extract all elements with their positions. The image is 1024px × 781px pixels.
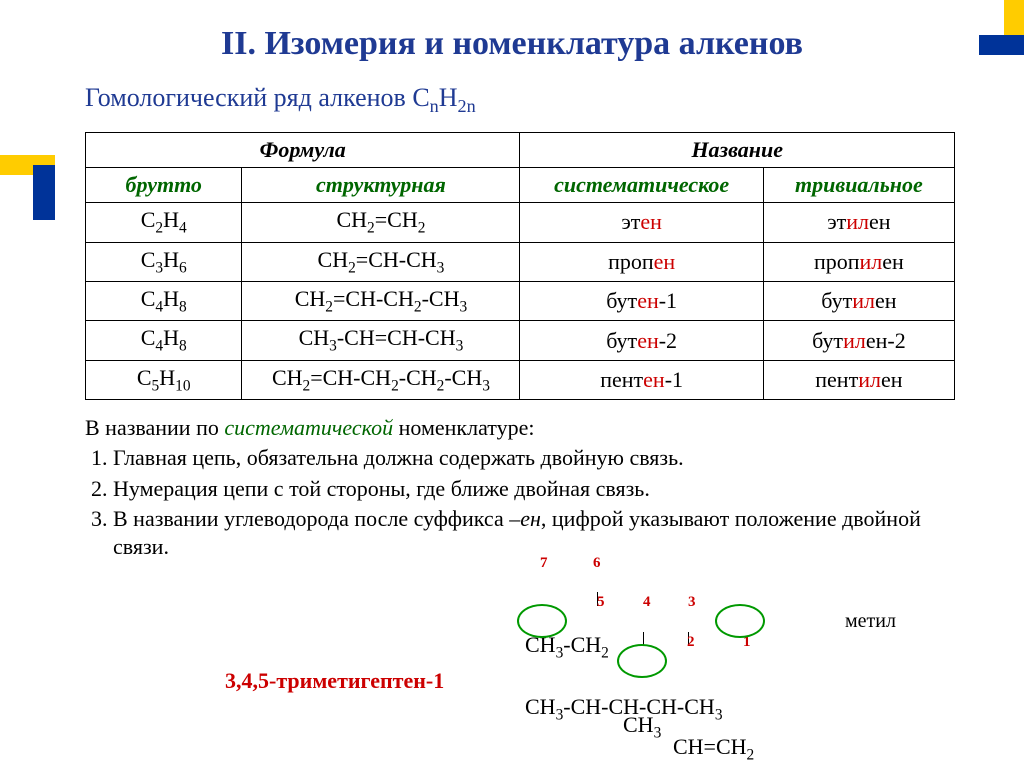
cell-systematic: пентен-1 <box>520 360 763 399</box>
cell-trivial: бутилен-2 <box>763 321 954 360</box>
notes-section: В названии по систематической номенклату… <box>85 415 965 560</box>
rule-3: В названии углеводорода после суффикса –… <box>113 505 965 560</box>
carbon-num-5: 5 <box>597 595 605 610</box>
rules-list: Главная цепь, обязательна должна содержа… <box>85 444 965 560</box>
notes-intro-systematic: систематической <box>224 415 393 440</box>
cell-brutto: C3H6 <box>86 242 242 281</box>
rule-3-en: –ен <box>509 506 541 531</box>
rule-1: Главная цепь, обязательна должна содержа… <box>113 444 965 472</box>
cell-systematic: этен <box>520 203 763 242</box>
cell-struct: CH2=CH-CH2-CH3 <box>242 281 520 320</box>
table-row: C2H4CH2=CH2этенэтилен <box>86 203 955 242</box>
header-name: Название <box>520 133 955 168</box>
subheader-syst: систематическое <box>520 168 763 203</box>
cell-struct: CH2=CH-CH3 <box>242 242 520 281</box>
header-formula: Формула <box>86 133 520 168</box>
subheader-triv: тривиальное <box>763 168 954 203</box>
cell-struct: CH2=CH-CH2-CH2-CH3 <box>242 360 520 399</box>
chem-row-3a: CH3 <box>623 714 661 741</box>
methyl-circle-1 <box>517 604 567 638</box>
cell-struct: CH2=CH2 <box>242 203 520 242</box>
alkenes-table: Формула Название брутто структурная сист… <box>85 132 955 400</box>
example-area: 3,4,5-триметигептен-1 метил 7 6 CH3-CH2 … <box>85 568 1024 718</box>
subtitle-formula: CnH2n <box>412 83 475 112</box>
cell-trivial: бутилен <box>763 281 954 320</box>
table-header-row-1: Формула Название <box>86 133 955 168</box>
table-row: C4H8CH2=CH-CH2-CH3бутен-1бутилен <box>86 281 955 320</box>
example-compound-name: 3,4,5-триметигептен-1 <box>225 668 444 694</box>
cell-systematic: бутен-2 <box>520 321 763 360</box>
table-row: C5H10CH2=CH-CH2-CH2-CH3пентен-1пентилен <box>86 360 955 399</box>
subtitle: Гомологический ряд алкенов CnH2n <box>85 83 1024 117</box>
methyl-circle-3 <box>617 644 667 678</box>
table-header-row-2: брутто структурная систематическое триви… <box>86 168 955 203</box>
cell-trivial: пропилен <box>763 242 954 281</box>
cell-systematic: бутен-1 <box>520 281 763 320</box>
notes-intro-post: номенклатуре: <box>393 415 534 440</box>
cell-brutto: C4H8 <box>86 321 242 360</box>
decoration-top-blue <box>979 35 1024 55</box>
carbon-num-4: 4 <box>643 595 651 610</box>
table-row: C3H6CH2=CH-CH3пропенпропилен <box>86 242 955 281</box>
chemical-structure: 7 6 CH3-CH2 5 4 3 CH3-CH-CH-CH-CH3 2 1 C… <box>525 568 558 640</box>
notes-intro: В названии по систематической номенклату… <box>85 415 965 441</box>
cell-trivial: пентилен <box>763 360 954 399</box>
carbon-num-7: 7 <box>540 556 548 571</box>
cell-trivial: этилен <box>763 203 954 242</box>
chem-row-3b: CH=CH2 <box>673 736 754 763</box>
carbon-num-6: 6 <box>593 556 601 571</box>
methyl-label: метил <box>845 610 896 633</box>
carbon-num-2: 2 <box>687 635 695 650</box>
subheader-brutto: брутто <box>86 168 242 203</box>
cell-struct: CH3-CH=CH-CH3 <box>242 321 520 360</box>
notes-intro-pre: В названии по <box>85 415 224 440</box>
cell-brutto: C4H8 <box>86 281 242 320</box>
methyl-circle-2 <box>715 604 765 638</box>
page-title: II. Изомерия и номенклатура алкенов <box>0 0 1024 63</box>
cell-brutto: C5H10 <box>86 360 242 399</box>
decoration-left-blue <box>33 165 55 220</box>
carbon-num-3: 3 <box>688 595 696 610</box>
table-row: C4H8CH3-CH=CH-CH3бутен-2бутилен-2 <box>86 321 955 360</box>
cell-brutto: C2H4 <box>86 203 242 242</box>
rule-2: Нумерация цепи с той стороны, где ближе … <box>113 475 965 503</box>
cell-systematic: пропен <box>520 242 763 281</box>
rule-3-pre: В названии углеводорода после суффикса <box>113 506 509 531</box>
subtitle-text: Гомологический ряд алкенов <box>85 83 412 112</box>
subheader-struct: структурная <box>242 168 520 203</box>
